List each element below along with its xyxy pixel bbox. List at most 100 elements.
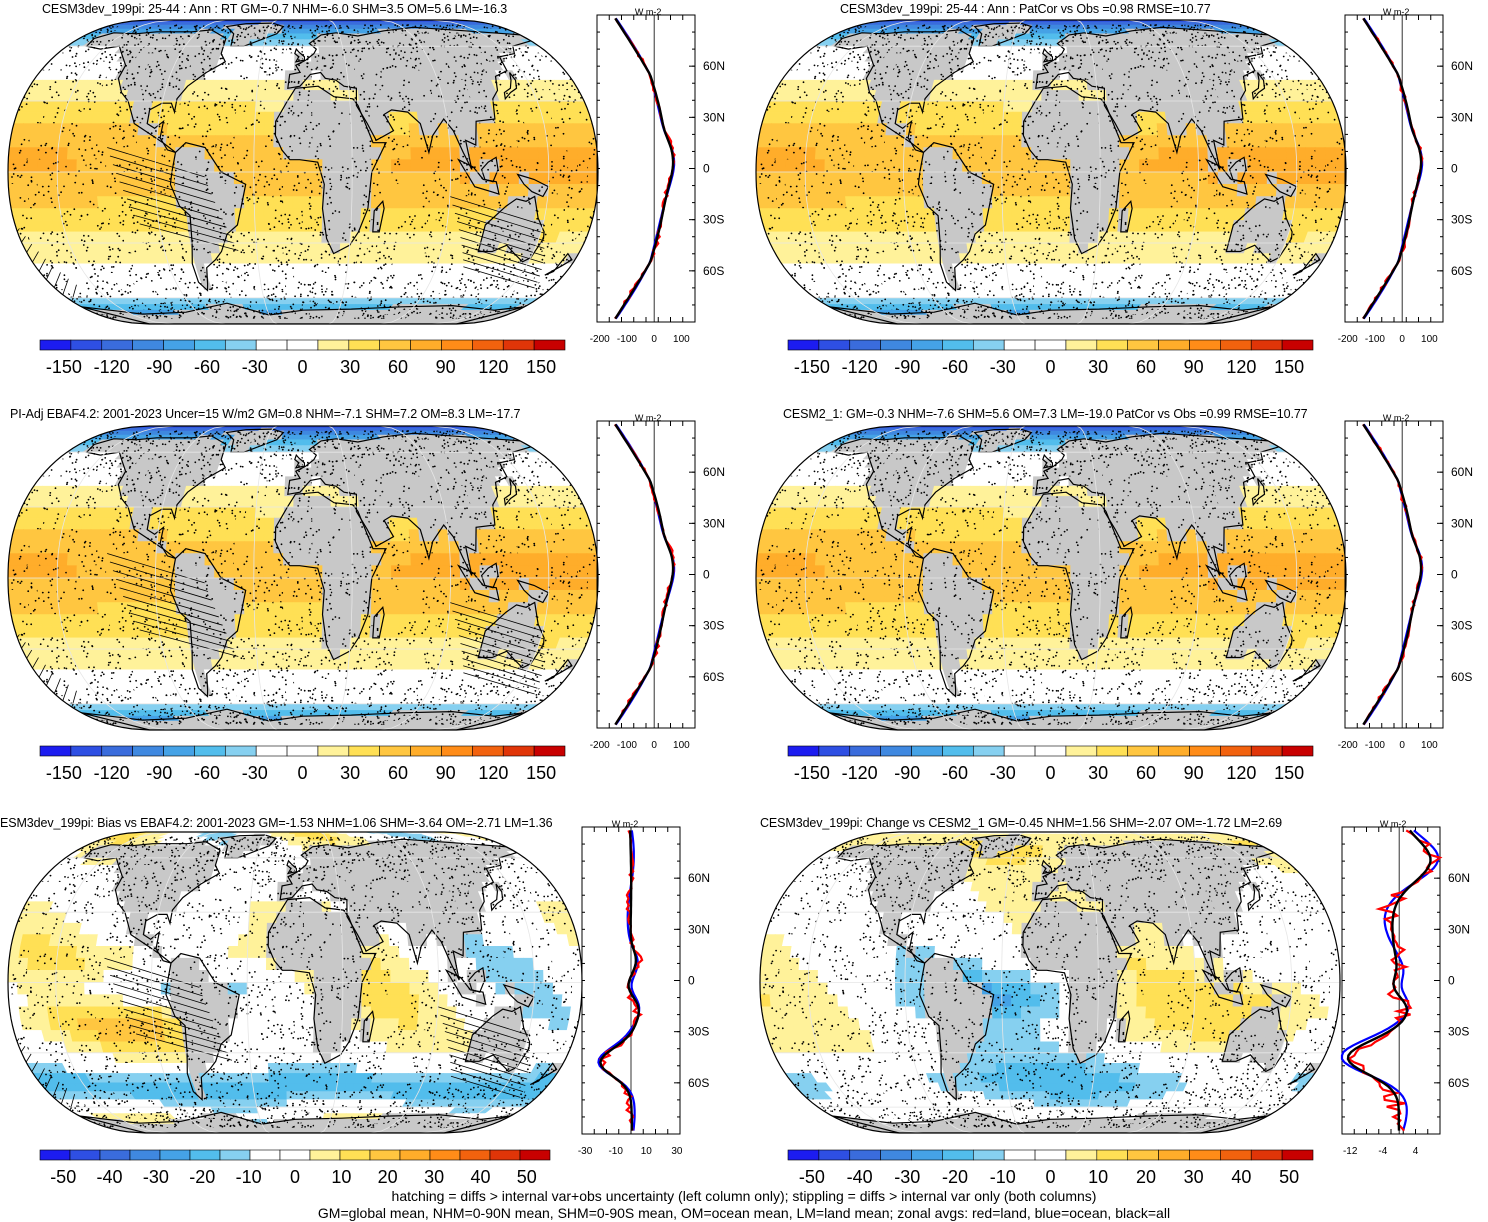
stipple-dot [380,76,382,78]
stipple-dot [114,192,117,195]
stipple-dot [475,54,478,57]
stipple-dot [375,73,378,76]
field-cell [312,231,323,244]
stipple-dot [512,65,515,67]
stipple-dot [437,161,440,164]
stipple-dot [437,95,440,98]
stipple-dot [274,217,277,220]
stipple-dot [31,85,34,88]
stipple-dot [318,123,320,125]
stipple-dot [310,227,313,229]
stipple-dot [338,122,341,125]
stipple-dot [434,179,437,182]
land-cell [331,196,343,209]
stipple-dot [91,239,93,241]
stipple-dot [418,274,420,277]
land-cell [361,147,373,160]
field-cell [506,135,519,148]
stipple-dot [396,303,399,306]
stipple-dot [126,284,129,286]
stipple-dot [462,155,465,158]
stipple-dot [319,231,322,234]
stipple-dot [67,142,70,145]
stipple-dot [335,301,338,303]
stipple-dot [211,287,214,289]
stipple-dot [148,43,151,45]
field-cell [235,111,247,124]
field-cell [577,171,589,185]
stipple-dot [339,178,342,181]
stipple-dot [171,307,174,309]
stipple-dot [111,248,114,250]
stipple-dot [198,106,201,109]
field-cell [106,135,119,148]
stipple-dot [193,25,196,28]
stipple-dot [138,34,141,37]
stipple-dot [247,274,249,277]
stipple-dot [180,67,183,70]
stipple-dot [311,291,314,294]
stipple-dot [420,41,423,44]
stipple-dot [526,51,528,53]
stipple-dot [138,65,141,68]
stipple-dot [208,300,210,302]
stipple-dot [114,54,117,57]
stipple-dot [365,169,367,172]
field-cell [266,70,278,81]
land-cell [350,111,362,124]
stipple-dot [177,161,179,163]
field-cell [311,263,322,274]
stipple-dot [310,306,312,309]
stipple-dot [45,142,48,145]
field-cell [557,184,569,197]
stipple-dot [233,250,235,252]
stipple-dot [334,41,337,44]
stipple-dot [146,147,149,150]
stipple-dot [396,143,398,146]
stipple-dot [377,229,379,232]
stipple-dot [332,130,335,132]
stipple-dot [208,124,211,126]
field-cell [359,220,371,233]
stipple-dot [451,24,454,27]
stipple-dot [467,57,469,59]
stipple-dot [317,179,320,181]
stipple-dot [367,31,369,33]
stipple-dot [563,73,566,75]
stipple-dot [545,55,547,58]
stipple-dot [424,150,427,153]
stipple-dot [160,116,163,119]
stipple-dot [303,87,306,90]
stipple-dot [431,261,433,263]
stipple-dot [281,270,284,273]
stipple-dot [233,269,235,272]
stipple-dot [202,71,205,74]
stipple-dot [222,300,225,303]
stipple-dot [566,258,568,261]
stipple-dot [250,124,253,126]
stipple-dot [508,42,511,45]
stipple-dot [86,213,89,216]
land-cell [194,171,206,185]
stipple-dot [426,300,429,303]
stipple-dot [161,109,164,111]
stipple-dot [235,56,238,59]
stipple-dot [532,234,535,237]
stipple-dot [401,108,404,110]
stipple-dot [451,179,453,181]
stipple-dot [160,167,163,170]
stipple-dot [74,181,77,184]
field-cell [430,159,442,173]
stipple-dot [28,92,31,95]
stipple-dot [219,101,221,104]
stipple-dot [101,151,104,154]
land-cell [184,147,196,160]
stipple-dot [369,145,372,147]
stipple-dot [22,214,24,217]
stipple-dot [207,93,210,96]
field-cell [447,208,460,221]
stipple-dot [345,95,348,97]
field-cell [293,263,304,274]
stipple-dot [57,249,60,252]
stipple-dot [122,130,125,133]
